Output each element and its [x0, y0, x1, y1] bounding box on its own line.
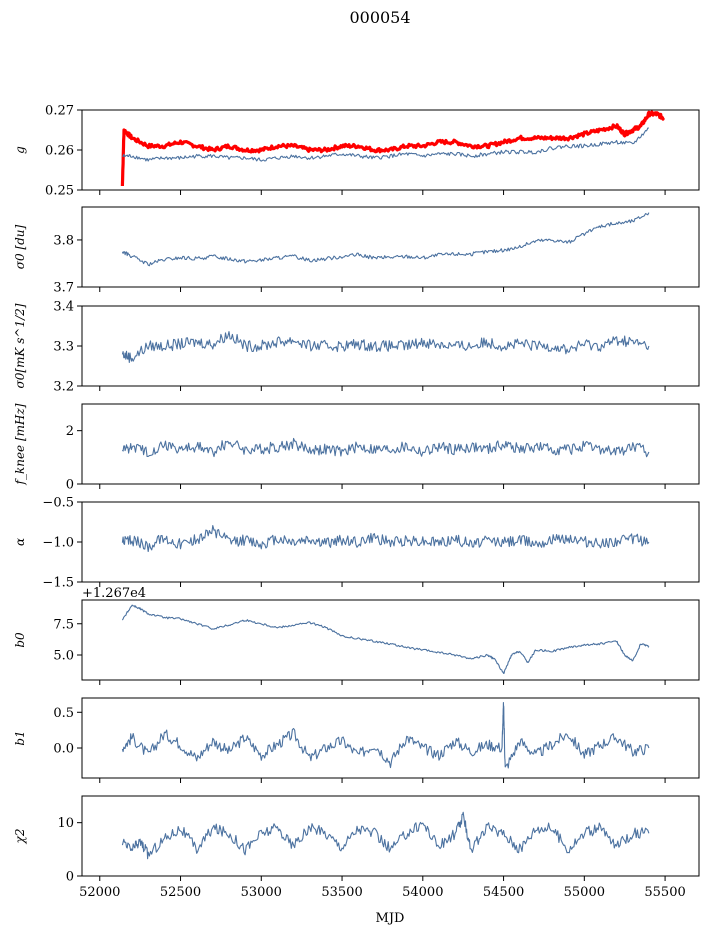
- series-line: [121, 331, 650, 363]
- series-line: [121, 604, 650, 674]
- y-axis-label: g: [13, 146, 27, 154]
- y-tick-label: 3.2: [53, 380, 74, 395]
- panels: 0.25 0.26 0.27 g 3.7 3.8 σ0 [du] 3.2 3.3 3.4 σ0[mK…: [13, 104, 700, 900]
- x-tick-label: 55500: [644, 885, 685, 900]
- series-line: [122, 127, 649, 162]
- y-axis-label: b1: [13, 730, 27, 745]
- offset-label: +1.267e4: [82, 586, 146, 601]
- panel-4: 0 2 f_knee [mHz]: [13, 403, 700, 493]
- y-tick-label: −1.5: [42, 576, 74, 591]
- axes-frame: [81, 795, 700, 877]
- panel-2: 3.7 3.8 σ0 [du]: [13, 206, 700, 296]
- x-tick-label: 52500: [160, 885, 201, 900]
- y-tick-label: −1.0: [42, 536, 74, 551]
- axes-frame: [81, 599, 700, 681]
- axes-frame: [81, 206, 700, 288]
- panel-8: 0 10 χ2: [13, 795, 700, 885]
- x-tick-labels: 52000 52500 53000 53500 54000 54500 55000 55500: [79, 885, 686, 900]
- y-axis-label: σ0 [du]: [13, 224, 27, 269]
- axes-frame: [81, 403, 700, 485]
- y-axis-label: b0: [13, 632, 27, 648]
- series-line: [121, 437, 650, 458]
- y-axis-label: f_knee [mHz]: [13, 403, 27, 485]
- y-axis-label: χ2: [13, 829, 27, 845]
- y-tick-label: 0: [66, 478, 74, 493]
- figure-title: 000054: [349, 8, 410, 27]
- y-axis-label: α: [13, 538, 27, 546]
- y-tick-label: 3.4: [53, 300, 74, 315]
- x-tick-label: 54000: [402, 885, 443, 900]
- x-tick-label: 53000: [241, 885, 282, 900]
- y-tick-label: 2: [66, 424, 74, 439]
- panel-7: 0.0 0.5 b1: [13, 697, 700, 783]
- y-tick-label: 10: [57, 816, 74, 831]
- y-tick-label: 0.26: [45, 144, 74, 159]
- y-tick-label: −0.5: [42, 496, 74, 511]
- y-tick-label: 0.25: [45, 184, 74, 199]
- x-axis-label: MJD: [376, 911, 405, 926]
- y-axis-label: σ0[mK s^1/2]: [13, 303, 27, 388]
- y-tick-label: 3.8: [53, 233, 74, 248]
- y-tick-label: 5.0: [53, 649, 74, 664]
- series-line-highlight: [120, 110, 665, 187]
- series-line: [121, 702, 650, 769]
- y-tick-label: 3.3: [53, 340, 74, 355]
- panel-1: 0.25 0.26 0.27 g: [13, 104, 700, 199]
- panel-3: 3.2 3.3 3.4 σ0[mK s^1/2]: [13, 300, 700, 395]
- x-tick-label: 54500: [483, 885, 524, 900]
- y-tick-label: 0.27: [45, 104, 74, 119]
- axes-frame: [81, 697, 700, 779]
- x-tick-label: 55000: [564, 885, 605, 900]
- panel-5: −1.5 −1.0 −0.5 α: [13, 496, 700, 591]
- y-tick-label: 3.7: [53, 281, 74, 296]
- y-tick-label: 0.5: [53, 706, 74, 721]
- series-line: [121, 811, 650, 860]
- y-tick-label: 0.0: [53, 742, 74, 757]
- panel-6: 5.0 7.5 b0 +1.267e4: [13, 586, 700, 685]
- x-tick-label: 52000: [79, 885, 120, 900]
- series-line: [121, 212, 650, 267]
- x-tick-label: 53500: [321, 885, 362, 900]
- y-tick-label: 0: [66, 870, 74, 885]
- series-line: [121, 525, 650, 553]
- y-tick-label: 7.5: [53, 617, 74, 632]
